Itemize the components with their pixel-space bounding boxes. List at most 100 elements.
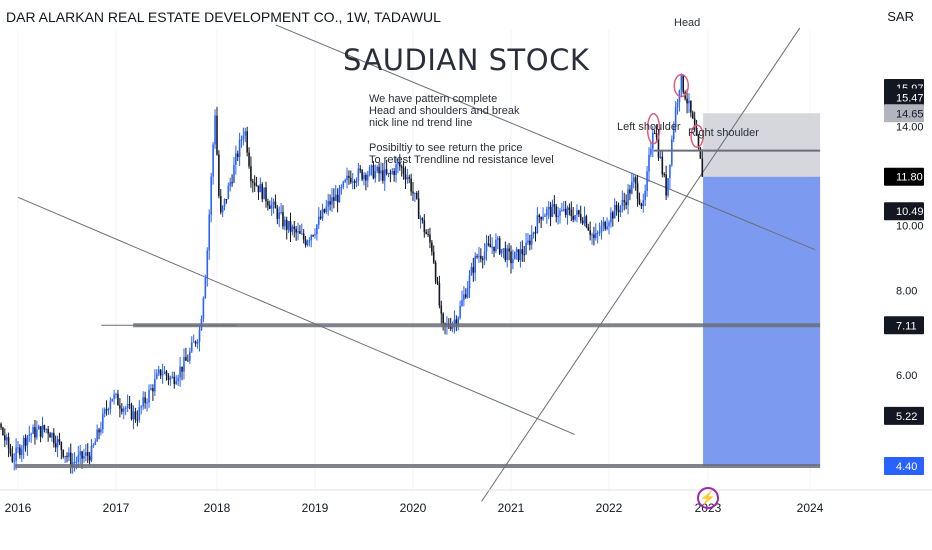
candle-body xyxy=(319,216,322,219)
candle-body xyxy=(43,425,46,430)
candle-body xyxy=(525,242,527,255)
candle-body xyxy=(566,207,569,215)
candle-body xyxy=(310,235,313,241)
candle-body xyxy=(546,209,548,216)
time-axis[interactable]: 2016 2017 2018 2019 2020 2021 2022 2023 2024 xyxy=(0,489,932,515)
candle-body xyxy=(513,251,516,260)
price-badge xyxy=(884,104,924,123)
candle-body xyxy=(651,132,654,149)
y-tick-label: 6.00 xyxy=(896,370,917,382)
candle-body xyxy=(22,438,25,449)
candle-body xyxy=(140,406,143,408)
candle-body xyxy=(417,198,420,219)
candle-body xyxy=(299,231,301,234)
candle-body xyxy=(54,443,57,448)
candle-body xyxy=(240,139,243,141)
candle-body xyxy=(285,219,288,230)
candle-body xyxy=(667,178,669,196)
candle-body xyxy=(302,233,305,240)
candle-body xyxy=(45,429,48,431)
note-line-2: Head and shoulders and break xyxy=(369,105,520,117)
candle-body xyxy=(212,144,214,177)
candle-body xyxy=(11,453,14,462)
candle-body xyxy=(331,197,333,205)
candle-body xyxy=(85,452,87,456)
candle-body xyxy=(493,246,495,252)
candle-body xyxy=(613,204,616,219)
candle-body xyxy=(400,166,403,168)
candle-body xyxy=(169,377,172,380)
candle-body xyxy=(36,429,38,438)
lightning-icon[interactable]: ⚡ xyxy=(697,487,719,509)
candle-body xyxy=(631,181,633,194)
candle-body xyxy=(103,409,106,414)
candle-body xyxy=(432,251,435,263)
x-tick-label: 2024 xyxy=(797,501,824,515)
candle-body xyxy=(427,233,429,235)
candle-body xyxy=(171,376,174,378)
candle-body xyxy=(495,239,497,252)
candle-body xyxy=(389,173,392,175)
candle-body xyxy=(557,215,559,218)
symbol-title[interactable]: DAR ALARKAN REAL ESTATE DEVELOPMENT CO.,… xyxy=(6,9,441,25)
candle-body xyxy=(693,118,696,129)
candle-body xyxy=(113,394,115,399)
candle-body xyxy=(504,248,507,260)
candle-body xyxy=(225,199,228,201)
candle-body xyxy=(515,249,518,252)
candle-body xyxy=(248,152,250,167)
candle-body xyxy=(461,300,463,306)
candle-body xyxy=(547,206,550,210)
candle-body xyxy=(438,283,441,306)
candle-body xyxy=(595,233,597,239)
candle-body xyxy=(15,447,17,461)
candle-body xyxy=(219,196,222,213)
candle-body xyxy=(122,408,125,412)
candle-body xyxy=(17,447,19,449)
price-axis[interactable]: 14.0010.008.006.0015.9715.4714.6511.8010… xyxy=(884,79,924,475)
candle-body xyxy=(397,162,399,165)
candle-body xyxy=(5,437,8,441)
candle-body xyxy=(412,191,414,194)
candle-body xyxy=(508,248,510,252)
candle-body xyxy=(385,169,388,174)
candle-body xyxy=(231,182,233,184)
candle-body xyxy=(361,170,363,180)
candle-body xyxy=(463,294,465,301)
candle-body xyxy=(410,178,412,192)
candle-body xyxy=(498,238,501,254)
candle-body xyxy=(0,423,2,428)
candle-body xyxy=(530,234,533,245)
candle-body xyxy=(115,393,117,395)
price-badge-label: 4.40 xyxy=(896,461,917,473)
candle-body xyxy=(464,294,467,298)
candle-body xyxy=(109,401,112,410)
candle-body xyxy=(83,455,85,459)
candle-body xyxy=(189,351,191,361)
candle-body xyxy=(570,209,573,217)
candle-body xyxy=(257,185,260,193)
candle-body xyxy=(604,221,607,229)
candle-body xyxy=(268,205,271,209)
candle-body xyxy=(233,164,235,183)
candle-body xyxy=(382,170,384,181)
candle-body xyxy=(423,220,426,233)
candle-body xyxy=(75,461,78,463)
left-shoulder-label: Left shoulder xyxy=(617,121,681,133)
candle-body xyxy=(138,407,141,420)
candle-body xyxy=(425,232,427,234)
candle-body xyxy=(591,234,593,236)
price-badge xyxy=(884,457,924,475)
candle-body xyxy=(128,404,131,406)
candle-body xyxy=(564,208,567,215)
candle-body xyxy=(532,232,535,235)
candle-body xyxy=(365,174,367,181)
trendlines xyxy=(17,24,816,502)
candle-body xyxy=(62,450,65,457)
candle-body xyxy=(562,208,565,211)
candle-body xyxy=(680,74,683,91)
candle-body xyxy=(148,389,150,403)
candle-body xyxy=(49,433,51,438)
candle-body xyxy=(529,240,531,245)
